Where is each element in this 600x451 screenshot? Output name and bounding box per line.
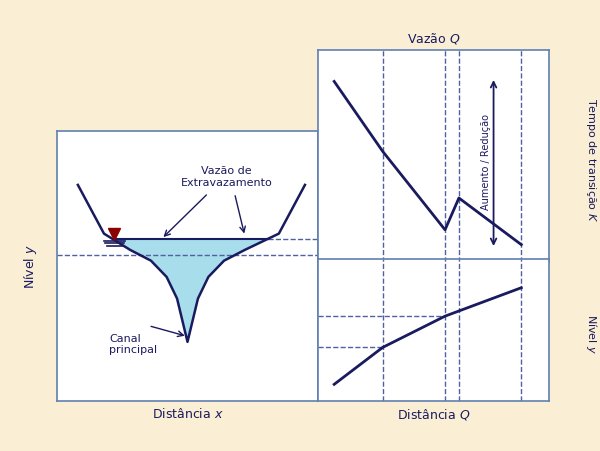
X-axis label: Distância $\it{Q}$: Distância $\it{Q}$ xyxy=(397,407,470,422)
Text: Nível $\it{y}$: Nível $\it{y}$ xyxy=(583,313,599,354)
Text: Aumento / Redução: Aumento / Redução xyxy=(481,114,491,210)
Polygon shape xyxy=(113,239,268,342)
Text: Tempo de transição $\it{K}$: Tempo de transição $\it{K}$ xyxy=(584,98,598,222)
X-axis label: Distância $\it{x}$: Distância $\it{x}$ xyxy=(152,407,223,421)
Text: Canal
principal: Canal principal xyxy=(109,334,157,355)
Text: Vazão de
Extravazamento: Vazão de Extravazamento xyxy=(181,166,272,188)
Title: Vazão $\it{Q}$: Vazão $\it{Q}$ xyxy=(407,31,460,46)
Text: Nível $\it{y}$: Nível $\it{y}$ xyxy=(22,244,40,289)
